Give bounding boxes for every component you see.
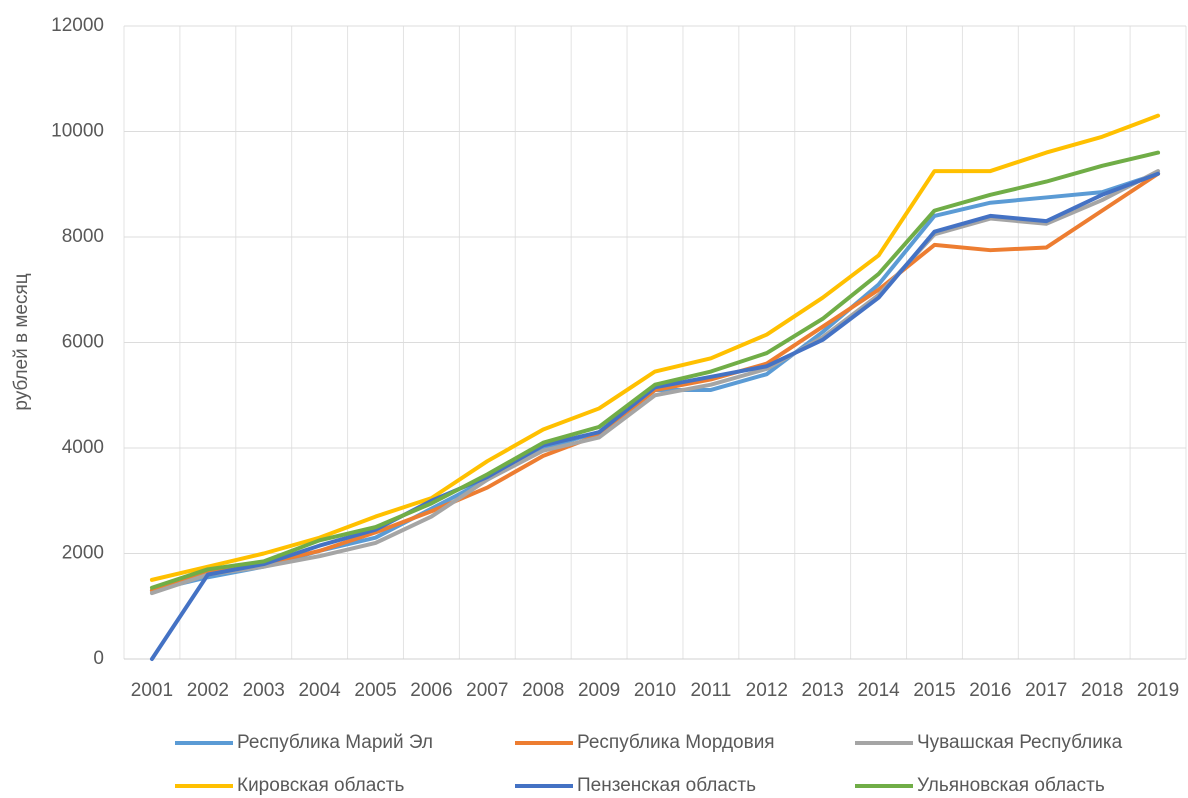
y-axis-label: рублей в месяц — [11, 273, 32, 410]
x-tick-label: 2007 — [466, 680, 508, 701]
x-tick-label: 2013 — [802, 680, 844, 701]
y-tick-label: 6000 — [62, 332, 104, 353]
series-line — [149, 169, 1161, 596]
x-tick-label: 2012 — [746, 680, 788, 701]
grid — [123, 25, 1187, 660]
x-tick-label: 2016 — [969, 680, 1011, 701]
x-tick-label: 2014 — [857, 680, 900, 701]
x-tick-label: 2004 — [298, 680, 341, 701]
y-tick-label: 2000 — [62, 543, 104, 564]
x-tick-label: 2009 — [578, 680, 620, 701]
y-tick-label: 0 — [93, 648, 104, 669]
x-tick-label: 2002 — [187, 680, 229, 701]
series-line — [149, 171, 1161, 593]
series-line — [149, 113, 1161, 582]
y-tick-label: 12000 — [51, 15, 104, 36]
x-tick-label: 2019 — [1137, 680, 1179, 701]
x-tick-label: 2015 — [913, 680, 955, 701]
x-tick-label: 2011 — [690, 680, 731, 701]
series-line — [149, 150, 1161, 590]
x-tick-label: 2005 — [354, 680, 396, 701]
series-line — [149, 171, 1161, 593]
x-tick-label: 2017 — [1025, 680, 1067, 701]
y-tick-label: 8000 — [62, 226, 104, 247]
x-tick-label: 2018 — [1081, 680, 1123, 701]
legend-label: Республика Мордовия — [577, 732, 775, 753]
series-line — [149, 171, 1161, 661]
x-tick-label: 2001 — [131, 680, 173, 701]
legend-label: Чувашская Республика — [917, 732, 1123, 753]
x-tick-label: 2008 — [522, 680, 564, 701]
x-tick-label: 2010 — [634, 680, 676, 701]
legend-label: Кировская область — [237, 775, 405, 796]
legend-label: Ульяновская область — [917, 775, 1105, 796]
legend-label: Республика Марий Эл — [237, 732, 433, 753]
x-tick-label: 2006 — [410, 680, 452, 701]
y-tick-label: 10000 — [51, 121, 104, 142]
y-tick-label: 4000 — [62, 437, 104, 458]
legend-label: Пензенская область — [577, 775, 756, 796]
x-tick-label: 2003 — [243, 680, 285, 701]
